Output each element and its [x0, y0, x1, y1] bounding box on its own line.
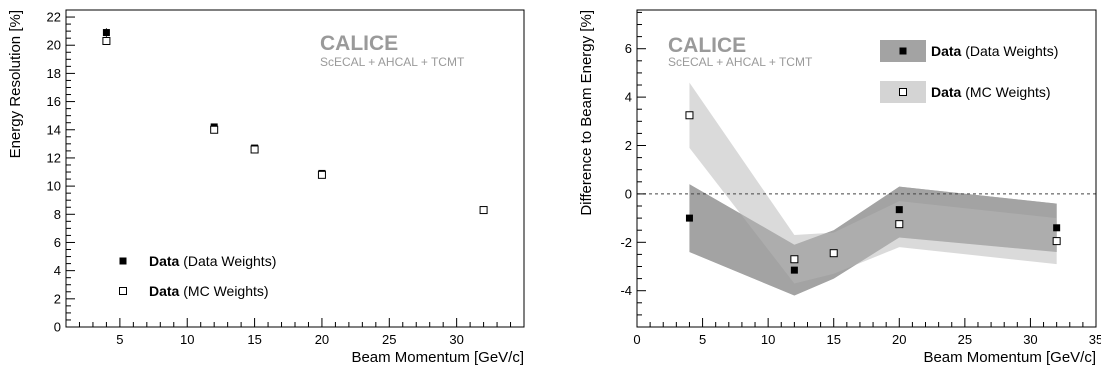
legend-suffix: (MC Weights)	[961, 84, 1050, 100]
legend-entry: Data (Data Weights)	[149, 253, 276, 269]
y-tick-label: 14	[47, 122, 61, 137]
calice-subtitle: ScECAL + AHCAL + TCMT	[320, 55, 465, 69]
legend-entry: Data (MC Weights)	[931, 84, 1051, 100]
x-tick-label: 15	[247, 332, 261, 347]
data-point-mc-weights	[829, 249, 838, 258]
legend-suffix: (MC Weights)	[179, 283, 268, 299]
legend-name: Data	[149, 253, 180, 269]
y-tick-label: 10	[47, 179, 61, 194]
legend-marker-open	[119, 287, 127, 295]
x-tick-label: 5	[116, 332, 123, 347]
calice-logo-text: CALICE	[668, 34, 746, 57]
legend-name: Data	[149, 283, 180, 299]
x-tick-label: 35	[1089, 332, 1101, 347]
x-tick-label: 10	[761, 332, 775, 347]
y-tick-label: 2	[54, 291, 61, 306]
y-tick-label: 12	[47, 150, 61, 165]
x-tick-label: 15	[826, 332, 840, 347]
legend-entry: Data (MC Weights)	[149, 283, 269, 299]
x-tick-label: 30	[449, 332, 463, 347]
y-axis-label: Energy Resolution [%]	[7, 10, 24, 158]
y-tick-label: 6	[625, 41, 632, 56]
data-point-mc-weights	[790, 255, 799, 264]
x-tick-label: 25	[382, 332, 396, 347]
data-point-mc-weights	[479, 206, 488, 215]
right-panel: 0 5 10 15 20 25 30 35 -4 -2 0 2 4 6 Beam Momentum [GeV…	[578, 9, 1101, 366]
data-point-data-weights	[685, 214, 693, 222]
legend-entry: Data (Data Weights)	[931, 43, 1058, 59]
y-tick-label: 0	[54, 320, 61, 335]
legend-name: Data	[931, 84, 962, 100]
x-tick-label: 10	[180, 332, 194, 347]
calice-subtitle: ScECAL + AHCAL + TCMT	[668, 55, 813, 69]
y-tick-label: 18	[47, 66, 61, 81]
y-tick-label: 20	[47, 38, 61, 53]
y-tick-label: -2	[620, 235, 632, 250]
data-point-mc-weights	[317, 170, 326, 179]
y-axis-label: Difference to Beam Energy [%]	[578, 10, 595, 216]
y-tick-label: -4	[620, 283, 632, 298]
legend-suffix: (Data Weights)	[961, 43, 1058, 59]
plot-frame	[636, 9, 1097, 328]
legend-suffix: (Data Weights)	[179, 253, 276, 269]
data-point-mc-weights	[1052, 237, 1061, 246]
x-axis-label: Beam Momentum [GeV/c]	[351, 349, 524, 366]
data-point-data-weights	[895, 206, 903, 214]
data-point-mc-weights	[210, 125, 219, 134]
y-tick-label: 4	[625, 90, 632, 105]
y-tick-label: 2	[625, 138, 632, 153]
data-point-mc-weights	[895, 220, 904, 229]
x-tick-label: 25	[958, 332, 972, 347]
y-tick-label: 22	[47, 10, 61, 25]
legend-marker-open	[899, 88, 907, 96]
x-tick-label: 30	[1023, 332, 1037, 347]
data-point-data-weights	[102, 29, 110, 37]
legend-marker-filled	[119, 257, 127, 265]
legend-name: Data	[931, 43, 962, 59]
data-point-data-weights	[1053, 224, 1061, 232]
calice-logo-text: CALICE	[320, 32, 398, 55]
left-panel: 5 10 15 20 25 30 0 2 4 6 8 10 12 14 16 18 20 22 Beam Momen…	[7, 9, 525, 366]
data-point-data-weights	[790, 266, 798, 274]
y-tick-label: 6	[54, 235, 61, 250]
y-tick-label: 0	[625, 186, 632, 201]
x-tick-label: 20	[892, 332, 906, 347]
y-tick-label: 16	[47, 94, 61, 109]
data-point-mc-weights	[685, 111, 694, 120]
y-tick-label: 8	[54, 207, 61, 222]
x-tick-label: 20	[315, 332, 329, 347]
data-point-mc-weights	[250, 145, 259, 154]
data-point-mc-weights	[102, 36, 111, 45]
y-tick-label: 4	[54, 263, 61, 278]
uncertainty-band-data-weights-overlay	[689, 184, 1057, 296]
x-tick-label: 0	[633, 332, 640, 347]
x-tick-label: 5	[699, 332, 706, 347]
legend-marker-filled	[899, 47, 907, 55]
x-axis-label: Beam Momentum [GeV/c]	[923, 349, 1096, 366]
